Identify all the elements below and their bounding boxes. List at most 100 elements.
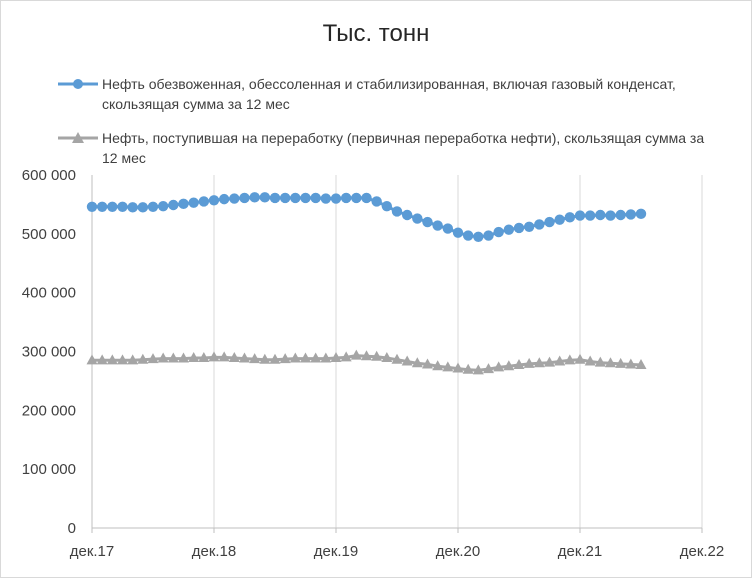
data-point-0 [483, 230, 494, 241]
data-point-0 [330, 193, 342, 204]
data-point-1 [228, 351, 240, 362]
x-tick-label: дек.20 [436, 543, 481, 560]
data-point-0 [239, 192, 250, 204]
data-point-0 [127, 202, 138, 213]
data-point-1 [259, 353, 271, 364]
x-tick-label: дек.22 [680, 543, 725, 560]
data-point-0 [157, 200, 169, 212]
data-point-0 [574, 210, 586, 221]
data-point-1 [106, 354, 118, 365]
data-point-0 [432, 220, 443, 231]
data-point-0 [361, 192, 372, 204]
data-point-1 [544, 356, 555, 367]
data-point-1 [137, 353, 149, 364]
data-point-0 [513, 222, 525, 234]
data-point-0 [615, 209, 626, 221]
data-point-0 [462, 230, 474, 241]
y-tick-label: 100 000 [22, 461, 76, 478]
y-tick-label: 400 000 [22, 285, 76, 302]
data-point-1 [279, 353, 291, 364]
y-tick-label: 200 000 [22, 402, 76, 419]
data-point-0 [605, 210, 616, 221]
data-point-1 [381, 351, 393, 362]
data-point-1 [442, 361, 454, 372]
data-point-1 [574, 353, 586, 364]
data-point-0 [412, 213, 423, 224]
y-tick-label: 600 000 [22, 167, 76, 184]
data-point-0 [198, 196, 210, 207]
data-point-1 [300, 352, 311, 363]
data-point-1 [422, 358, 433, 369]
data-point-1 [239, 352, 250, 363]
data-point-1 [289, 352, 301, 363]
data-point-0 [229, 193, 240, 204]
data-point-1 [361, 350, 372, 361]
data-point-0 [107, 201, 118, 212]
data-point-0 [635, 208, 647, 220]
data-point-0 [503, 224, 515, 235]
data-point-0 [188, 197, 199, 208]
data-point-1 [96, 354, 108, 365]
data-point-0 [595, 209, 606, 221]
data-point-1 [391, 353, 403, 364]
data-point-0 [208, 195, 220, 206]
data-point-1 [117, 354, 128, 365]
data-point-1 [493, 361, 505, 372]
data-point-1 [462, 363, 474, 374]
data-point-1 [320, 352, 332, 363]
data-point-1 [483, 363, 494, 374]
y-tick-label: 500 000 [22, 226, 76, 243]
data-point-1 [605, 357, 616, 368]
data-point-0 [340, 192, 352, 204]
data-point-1 [208, 351, 220, 362]
data-point-1 [503, 360, 515, 371]
legend-label-oil-refined: Нефть, поступившая на переработку (перви… [102, 130, 705, 166]
data-point-0 [259, 192, 271, 203]
data-point-1 [310, 352, 322, 363]
data-point-0 [401, 209, 413, 221]
data-point-1 [249, 353, 261, 364]
data-point-1 [432, 360, 444, 371]
data-point-1 [147, 353, 159, 364]
data-point-0 [168, 199, 179, 211]
data-point-0 [96, 201, 108, 212]
data-point-0 [625, 209, 637, 220]
data-point-0 [279, 192, 291, 204]
data-point-1 [188, 351, 200, 362]
data-point-1 [198, 351, 210, 362]
data-point-1 [452, 362, 464, 373]
data-point-0 [381, 200, 393, 212]
data-point-0 [584, 210, 596, 221]
x-tick-label: дек.18 [192, 543, 237, 560]
data-point-1 [472, 364, 484, 375]
data-point-1 [178, 352, 189, 363]
data-point-0 [290, 192, 301, 204]
data-point-1 [218, 351, 230, 362]
y-tick-label: 300 000 [22, 344, 76, 361]
data-point-1 [513, 359, 525, 370]
data-point-0 [351, 192, 362, 204]
data-point-0 [554, 214, 565, 225]
data-point-0 [249, 192, 260, 203]
data-point-1 [584, 355, 596, 366]
data-point-0 [391, 206, 403, 217]
data-point-0 [117, 201, 128, 212]
data-point-1 [269, 353, 281, 364]
data-point-1 [533, 357, 545, 368]
data-point-1 [594, 356, 606, 367]
y-tick-label: 0 [68, 520, 76, 537]
data-point-0 [493, 226, 504, 238]
data-point-0 [269, 192, 281, 204]
data-point-0 [218, 193, 230, 205]
data-point-1 [167, 352, 179, 363]
data-point-0 [534, 219, 545, 230]
legend-swatch-blue [58, 79, 98, 89]
data-point-0 [544, 216, 555, 228]
data-point-1 [401, 355, 413, 366]
data-point-1 [127, 354, 139, 365]
data-point-0 [422, 216, 433, 228]
data-point-1 [625, 358, 637, 369]
data-point-1 [411, 357, 423, 368]
data-point-1 [523, 357, 535, 368]
